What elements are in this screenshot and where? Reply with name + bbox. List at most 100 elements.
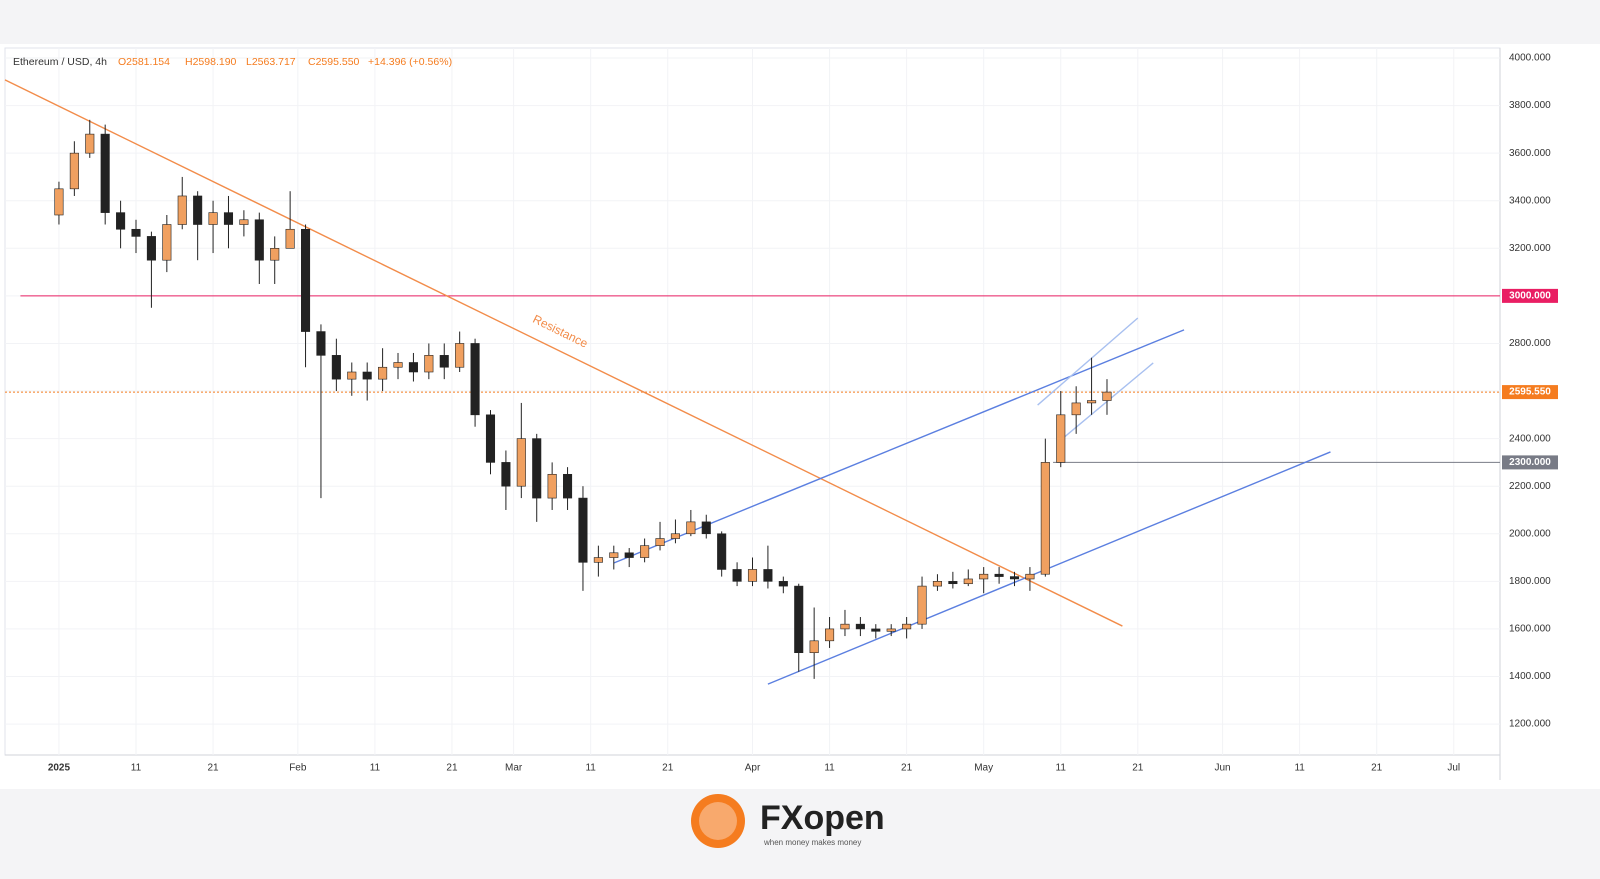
ohlc-header: O2581.154 H2598.190 L2563.717 C2595.550 +14.… (118, 56, 452, 68)
candle-body (455, 343, 465, 368)
y-tick-label: 2000.000 (1509, 528, 1551, 539)
y-tick-label: 2400.000 (1509, 433, 1551, 444)
candle-body (362, 371, 372, 380)
x-tick-label: 11 (370, 763, 381, 774)
candle-body (1025, 573, 1035, 580)
ohlc-value: O2581.154 (118, 56, 170, 68)
candle-body (640, 545, 650, 558)
candle-body (1040, 462, 1050, 575)
candle-body (809, 640, 819, 654)
candle-body (794, 585, 804, 654)
level-label: 2300.000 (1509, 457, 1551, 468)
candle-body (1087, 400, 1097, 404)
candle-body (54, 188, 64, 216)
x-tick-label: 21 (901, 763, 913, 774)
candle-body (85, 133, 95, 154)
candle-body (932, 581, 942, 587)
x-tick-label: 2025 (48, 763, 71, 774)
y-tick-label: 3600.000 (1509, 148, 1551, 159)
candle-body (778, 581, 788, 587)
candle-body (578, 497, 588, 563)
candle-body (239, 219, 249, 225)
candle-body (100, 133, 110, 213)
candle-body (532, 438, 542, 499)
x-tick-label: 11 (1294, 763, 1305, 774)
logo-icon (691, 794, 745, 848)
x-tick-label: May (974, 763, 993, 774)
level-label-bg (1502, 455, 1558, 470)
candle-body (1009, 576, 1020, 580)
candle-body (470, 343, 480, 416)
y-tick-label: 1400.000 (1509, 671, 1551, 682)
candle-body (624, 552, 634, 558)
candle-body (763, 569, 773, 582)
candle-body (917, 585, 927, 625)
level-label: 2595.550 (1509, 387, 1551, 398)
candle-body (177, 195, 187, 225)
logo-icon-inner (699, 802, 737, 840)
x-tick-label: 21 (446, 763, 458, 774)
candle-body (193, 195, 203, 225)
candle-body (408, 362, 418, 373)
logo-tagline: when money makes money (763, 838, 861, 847)
y-tick-label: 3800.000 (1509, 100, 1551, 111)
candle-body (717, 533, 727, 570)
ohlc-value: +14.396 (+0.56%) (368, 56, 452, 68)
level-label-bg (1502, 288, 1558, 303)
candle-body (208, 212, 218, 225)
symbol: Ethereum / USD, 4h (13, 56, 107, 68)
candle-body (686, 521, 696, 535)
candle-body (670, 533, 680, 539)
ohlc-value: H2598.190 (185, 56, 237, 68)
candle-body (886, 628, 896, 632)
candle-body (424, 355, 434, 373)
x-tick-label: 11 (824, 763, 835, 774)
y-tick-label: 1200.000 (1509, 719, 1551, 730)
candle-body (840, 623, 850, 630)
candle-body (871, 628, 881, 632)
candle-body (285, 228, 295, 249)
candle-body (609, 552, 619, 558)
level-label: 3000.000 (1509, 291, 1551, 302)
x-tick-label: 21 (1132, 763, 1144, 774)
y-tick-label: 2800.000 (1509, 338, 1551, 349)
candle-body (485, 414, 496, 463)
candle-body (563, 473, 573, 499)
x-tick-label: Jul (1447, 763, 1460, 774)
trend-line (4, 79, 1123, 627)
candle-body (223, 212, 234, 225)
x-tick-label: 21 (1371, 763, 1383, 774)
candle-body (270, 248, 280, 261)
candle-body (393, 362, 403, 368)
x-tick-label: Apr (745, 763, 761, 774)
candle-body (593, 557, 603, 563)
candle-body (963, 578, 973, 585)
y-tick-label: 3200.000 (1509, 243, 1551, 254)
candle-body (1071, 402, 1081, 416)
candle-body (254, 219, 264, 261)
candle-body (439, 355, 449, 368)
candle-body (301, 228, 311, 332)
x-tick-label: Mar (505, 763, 523, 774)
candle-body (116, 212, 126, 230)
logo: FXopen when money makes money (691, 794, 885, 848)
x-tick-label: 11 (131, 763, 142, 774)
x-tick-label: 21 (208, 763, 220, 774)
candle-body (994, 573, 1004, 577)
candle-body (1056, 414, 1066, 463)
candle-body (825, 628, 835, 642)
ohlc-value: L2563.717 (246, 56, 296, 68)
candle-body (979, 573, 989, 580)
candle-body (69, 152, 79, 190)
x-tick-label: 21 (662, 763, 674, 774)
logo-brand: FXopen (760, 799, 885, 837)
y-tick-label: 3400.000 (1509, 195, 1551, 206)
y-tick-label: 1800.000 (1509, 576, 1551, 587)
x-tick-label: 11 (585, 763, 596, 774)
ohlc-value: C2595.550 (308, 56, 360, 68)
candle-body (146, 236, 156, 261)
x-tick-label: 11 (1056, 763, 1067, 774)
candle-body (162, 224, 172, 261)
